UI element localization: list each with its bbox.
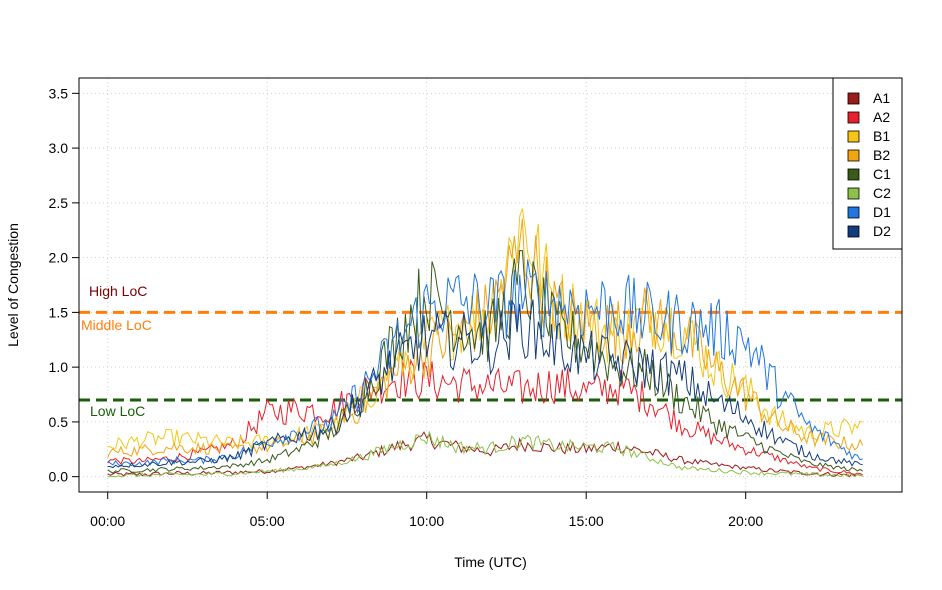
y-tick-label: 0.0 — [49, 469, 69, 485]
legend-swatch — [847, 149, 860, 162]
y-tick-label: 2.0 — [49, 250, 69, 266]
legend-label: D2 — [873, 223, 891, 239]
legend-swatch — [847, 111, 860, 124]
y-tick-label: 2.5 — [49, 195, 69, 211]
x-tick-label: 05:00 — [250, 513, 285, 529]
legend-swatch — [847, 92, 860, 105]
y-tick-label: 3.0 — [49, 140, 69, 156]
threshold-label: High LoC — [89, 283, 147, 299]
threshold-label: Low LoC — [90, 403, 145, 419]
legend-label: C2 — [873, 185, 891, 201]
series-line-c1 — [107, 249, 863, 474]
x-tick-label: 00:00 — [90, 513, 125, 529]
x-axis-label: Time (UTC) — [454, 554, 527, 570]
legend-swatch — [847, 130, 860, 143]
y-tick-label: 1.0 — [49, 359, 69, 375]
threshold-annotations: High LoC Middle LoC Low LoC — [81, 283, 152, 419]
legend-swatch — [847, 168, 860, 181]
legend-label: D1 — [873, 204, 891, 220]
x-axis: 00:00 05:00 10:00 15:00 20:00 — [90, 492, 763, 529]
series-line-b2 — [107, 218, 864, 458]
legend-swatch — [847, 206, 860, 219]
legend-swatch — [847, 187, 860, 200]
y-tick-label: 1.5 — [49, 304, 69, 320]
y-tick-label: 3.5 — [49, 85, 69, 101]
y-tick-label: 0.5 — [49, 414, 69, 430]
x-tick-label: 20:00 — [728, 513, 763, 529]
x-tick-label: 10:00 — [409, 513, 444, 529]
legend-box — [832, 77, 903, 250]
legend: A1 A2 B1 B2 C1 C2 D1 D2 — [832, 77, 903, 250]
legend-label: A2 — [873, 109, 890, 125]
legend-label: B1 — [873, 128, 890, 144]
plot-frame — [78, 77, 903, 493]
legend-label: C1 — [873, 166, 891, 182]
x-tick-label: 15:00 — [569, 513, 604, 529]
series-lines — [107, 208, 864, 478]
y-axis-label: Level of Congestion — [5, 223, 21, 347]
series-line-d2 — [107, 299, 863, 469]
legend-swatch — [847, 225, 860, 238]
legend-label: A1 — [873, 90, 890, 106]
legend-label: B2 — [873, 147, 890, 163]
grid-lines — [79, 78, 902, 492]
threshold-label: Middle LoC — [81, 317, 152, 333]
y-axis: 0.0 0.5 1.0 1.5 2.0 2.5 3.0 3.5 — [49, 85, 79, 485]
series-line-c2 — [107, 431, 863, 478]
series-line-b1 — [107, 208, 863, 450]
